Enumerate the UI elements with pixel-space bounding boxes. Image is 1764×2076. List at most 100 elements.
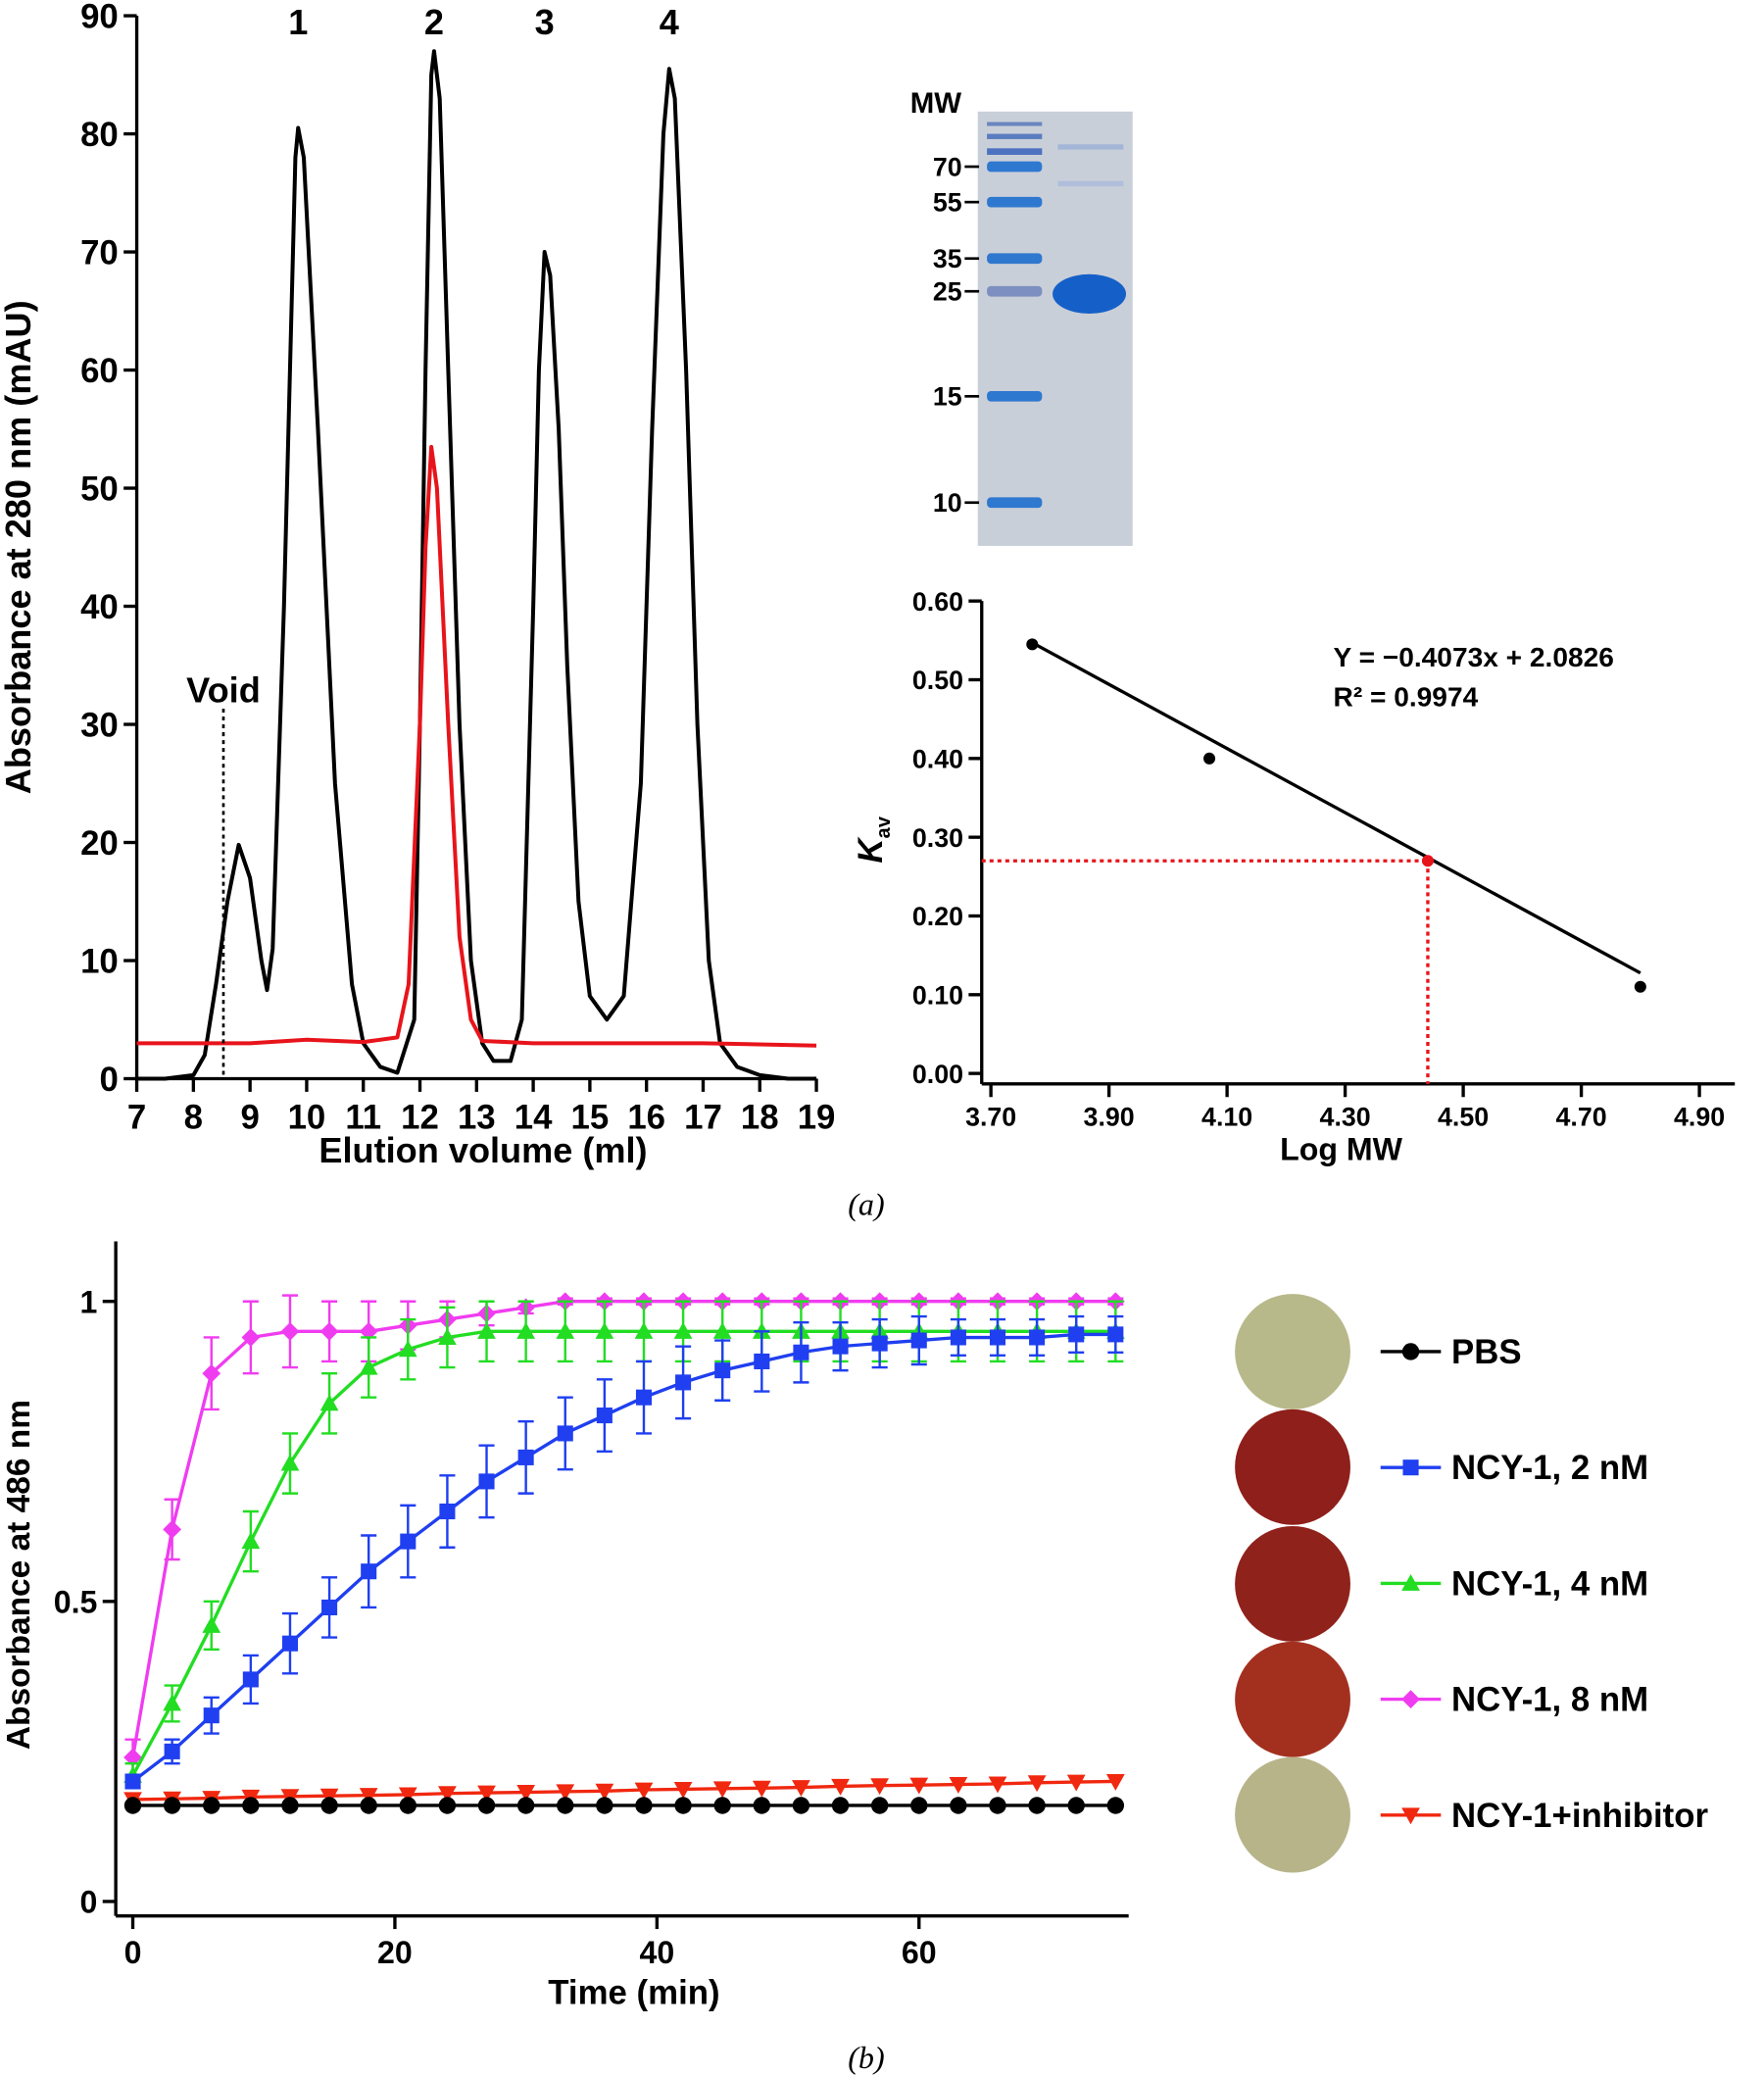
x-tick-label: 40 <box>639 1935 674 1970</box>
equation: Y = −0.4073x + 2.0826 <box>1334 642 1614 672</box>
y-tick-label: 0.40 <box>912 744 963 773</box>
x-axis-title: Elution volume (ml) <box>318 1130 647 1170</box>
plate <box>1235 1756 1350 1873</box>
marker <box>596 1408 612 1424</box>
marker <box>478 1473 495 1490</box>
annotation: 2 <box>424 2 444 42</box>
marker <box>792 1780 810 1797</box>
annotation: 3 <box>535 2 555 42</box>
equation: R² = 0.9974 <box>1334 681 1479 712</box>
y-tick-label: 80 <box>80 116 119 154</box>
y-tick-label: 90 <box>80 0 119 36</box>
marker <box>319 1321 339 1341</box>
marker <box>1066 1774 1086 1792</box>
legend-label: NCY-1, 8 nM <box>1451 1681 1648 1719</box>
marker <box>595 1321 614 1339</box>
marker <box>556 1784 575 1802</box>
legend-label: NCY-1, 4 nM <box>1451 1564 1648 1603</box>
x-tick-label: 9 <box>240 1098 259 1136</box>
marker <box>1028 1797 1046 1814</box>
marker <box>674 1797 692 1814</box>
plate <box>1235 1294 1350 1409</box>
x-tick-label: 0 <box>124 1935 142 1970</box>
legend-label: PBS <box>1451 1333 1522 1371</box>
marker <box>714 1362 731 1379</box>
gel-title: MW <box>910 87 962 120</box>
x-tick-label: 3.90 <box>1084 1103 1135 1132</box>
marker <box>712 1781 732 1799</box>
marker <box>754 1353 770 1369</box>
x-tick-label: 19 <box>798 1098 836 1136</box>
y-tick-label: 0 <box>99 1061 118 1099</box>
x-tick-label: 14 <box>514 1098 553 1136</box>
y-axis-title-main: K <box>852 836 890 864</box>
line <box>136 444 817 1048</box>
marker <box>595 1783 614 1801</box>
marker <box>673 1321 693 1339</box>
legend-marker <box>1401 1343 1420 1360</box>
ladder-band <box>987 497 1043 509</box>
x-tick-label: 3.70 <box>965 1103 1016 1132</box>
sample-band <box>1057 144 1124 150</box>
ladder-band <box>987 196 1043 208</box>
marker <box>164 1743 180 1759</box>
y-tick-label: 70 <box>80 234 119 272</box>
x-tick-label: 15 <box>571 1098 610 1136</box>
point <box>1421 855 1434 867</box>
x-tick-label: 4.50 <box>1438 1103 1489 1132</box>
legend-marker <box>1401 1690 1420 1708</box>
line <box>131 1332 1116 1783</box>
marker <box>438 1797 457 1814</box>
gel-marker-label: 10 <box>933 488 962 518</box>
marker <box>280 1454 300 1471</box>
marker <box>203 1797 220 1814</box>
marker <box>202 1615 221 1633</box>
marker <box>909 1777 929 1795</box>
marker <box>1029 1329 1046 1346</box>
marker <box>634 1782 654 1800</box>
marker <box>516 1321 536 1339</box>
x-tick-label: 13 <box>458 1098 496 1136</box>
marker <box>870 1778 890 1796</box>
marker <box>517 1449 534 1465</box>
y-tick-label: 0.20 <box>912 902 963 931</box>
marker <box>516 1797 535 1814</box>
marker <box>673 1781 693 1799</box>
marker <box>359 1358 378 1375</box>
y-tick-label: 0.00 <box>912 1060 963 1089</box>
y-axis-title: Kav <box>852 816 895 863</box>
marker <box>832 1338 849 1355</box>
plate <box>1235 1526 1350 1642</box>
marker <box>281 1635 299 1652</box>
marker <box>477 1785 496 1803</box>
marker <box>1105 1774 1125 1791</box>
y-tick-label: 0.50 <box>912 666 963 695</box>
marker <box>242 1671 259 1688</box>
marker <box>950 1797 967 1814</box>
marker <box>242 1797 260 1814</box>
gel-marker-label: 35 <box>933 244 962 273</box>
plate <box>1235 1641 1350 1757</box>
marker <box>280 1321 300 1341</box>
marker <box>202 1363 221 1383</box>
legend-label: NCY-1+inhibitor <box>1451 1797 1708 1835</box>
x-tick-label: 60 <box>902 1935 937 1970</box>
marker <box>321 1599 338 1615</box>
marker <box>477 1321 496 1339</box>
gel-marker-label: 15 <box>933 382 962 412</box>
annotation: 4 <box>660 2 679 42</box>
marker <box>870 1797 889 1814</box>
y-tick-label: 0.10 <box>912 980 963 1010</box>
marker <box>320 1797 338 1814</box>
marker <box>319 1394 339 1411</box>
y-tick-label: 30 <box>80 707 119 745</box>
legend-marker <box>1402 1459 1419 1476</box>
marker <box>163 1520 182 1539</box>
y-tick-label: 60 <box>80 352 119 390</box>
marker <box>557 1425 573 1442</box>
marker <box>634 1321 654 1339</box>
marker <box>163 1694 182 1711</box>
ladder-band <box>987 390 1043 402</box>
sample-band <box>1053 273 1127 314</box>
